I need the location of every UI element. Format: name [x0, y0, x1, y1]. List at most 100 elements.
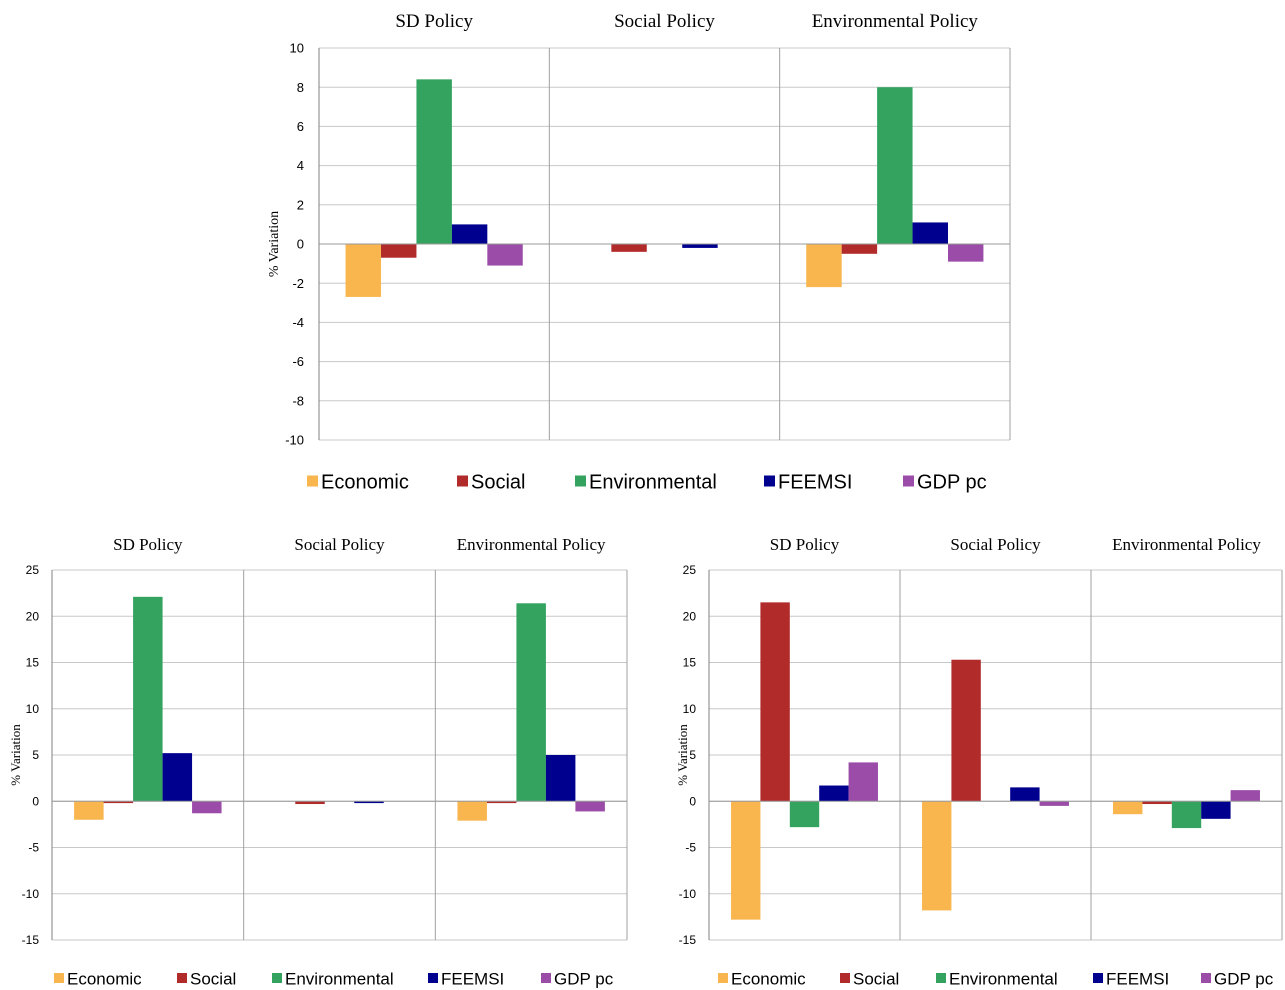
legend-swatch-social	[840, 973, 850, 983]
bar-environmental-sd-policy	[133, 596, 163, 802]
legend-label-gdp-pc: GDP pc	[917, 472, 987, 494]
y-tick-label: -10	[679, 887, 697, 901]
legend-swatch-feemsi	[428, 973, 438, 983]
y-tick-label: 10	[683, 702, 697, 716]
y-tick-label: -4	[292, 315, 304, 330]
y-axis-title: % Variation	[675, 724, 690, 786]
panel-title-environmental-policy: Environmental Policy	[1112, 535, 1261, 554]
y-tick-label: 15	[26, 656, 40, 670]
legend-swatch-feemsi	[1093, 973, 1103, 983]
y-tick-label: 5	[689, 748, 696, 762]
bar-feemsi-social-policy	[682, 244, 718, 248]
y-axis-title: % Variation	[267, 211, 282, 277]
y-tick-label: -15	[679, 933, 697, 947]
bar-social-social-policy	[611, 244, 647, 252]
legend-label-economic: Economic	[321, 472, 409, 494]
bar-feemsi-sd-policy	[162, 753, 193, 802]
y-tick-label: -10	[285, 433, 304, 448]
bar-social-sd-policy	[381, 244, 417, 258]
bar-environmental-sd-policy	[789, 801, 820, 828]
legend-swatch-gdp-pc	[541, 973, 551, 983]
y-tick-label: 4	[297, 158, 304, 173]
bottom-left-chart: SD Policy Social Policy Environmental Poli…	[0, 525, 640, 990]
legend-label-economic: Economic	[67, 970, 142, 989]
bar-economic-sd-policy	[731, 801, 761, 920]
y-tick-label: 20	[26, 609, 40, 623]
bar-social-environmental-policy	[841, 244, 878, 254]
panel-title-social-policy: Social Policy	[294, 535, 385, 554]
panel-title-sd-policy: SD Policy	[770, 535, 840, 554]
y-axis-title: % Variation	[8, 724, 23, 786]
y-tick-label: 10	[290, 41, 304, 56]
y-tick-label: 15	[683, 656, 697, 670]
bar-feemsi-environmental-policy	[912, 222, 948, 244]
legend-swatch-economic	[54, 973, 64, 983]
legend-swatch-environmental	[272, 973, 282, 983]
legend-label-environmental: Environmental	[589, 472, 717, 494]
bar-gdp-pc-environmental-policy	[947, 244, 984, 262]
bar-gdp-pc-sd-policy	[848, 762, 878, 802]
bar-social-sd-policy	[760, 602, 790, 802]
legend-swatch-environmental	[936, 973, 946, 983]
y-tick-label: 8	[297, 80, 304, 95]
bar-feemsi-environmental-policy	[545, 755, 576, 802]
panel-title-social-policy: Social Policy	[950, 535, 1041, 554]
legend-label-feemsi: FEEMSI	[1106, 970, 1169, 989]
legend-label-gdp-pc: GDP pc	[554, 970, 614, 989]
bottom-right-chart: SD Policy Social Policy Environmental Poli…	[640, 525, 1285, 990]
legend-swatch-gdp-pc	[1201, 973, 1211, 983]
y-tick-label: 5	[32, 748, 39, 762]
bar-environmental-environmental-policy	[516, 603, 546, 802]
y-tick-label: 10	[26, 702, 40, 716]
bar-economic-environmental-policy	[1113, 801, 1143, 815]
bar-economic-environmental-policy	[806, 244, 842, 288]
legend-swatch-social	[457, 475, 468, 487]
legend-swatch-feemsi	[764, 475, 775, 487]
top-chart: SD Policy Social Policy Environmental Poli…	[267, 11, 1011, 494]
legend-swatch-economic	[307, 475, 318, 487]
y-tick-label: -15	[22, 933, 40, 947]
bar-social-sd-policy	[103, 801, 134, 804]
y-tick-label: -5	[685, 841, 696, 855]
bar-economic-sd-policy	[345, 244, 382, 297]
legend-swatch-environmental	[575, 475, 586, 487]
y-tick-label: 25	[26, 563, 40, 577]
legend-label-gdp-pc: GDP pc	[1214, 970, 1274, 989]
bottom-right-chart-svg: SD Policy Social Policy Environmental Poli…	[675, 535, 1283, 989]
y-tick-label: 0	[32, 794, 39, 808]
bar-feemsi-sd-policy	[819, 785, 849, 802]
top-chart-svg: SD Policy Social Policy Environmental Poli…	[267, 11, 1011, 494]
y-tick-label: 6	[297, 119, 304, 134]
panel-title-sd-policy: SD Policy	[113, 535, 183, 554]
bar-environmental-environmental-policy	[877, 87, 913, 244]
panel-title-sd-policy: SD Policy	[395, 11, 473, 32]
bar-economic-social-policy	[922, 801, 952, 911]
y-tick-label: 0	[297, 237, 304, 252]
y-tick-label: -5	[28, 841, 39, 855]
bar-social-environmental-policy	[486, 801, 517, 804]
y-tick-label: 0	[689, 794, 696, 808]
bar-economic-sd-policy	[74, 801, 104, 820]
bar-social-social-policy	[951, 659, 981, 802]
legend-swatch-social	[177, 973, 187, 983]
legend-label-feemsi: FEEMSI	[441, 970, 504, 989]
legend-label-environmental: Environmental	[285, 970, 394, 989]
panel-title-social-policy: Social Policy	[614, 11, 715, 32]
bar-economic-environmental-policy	[457, 801, 487, 821]
bar-feemsi-social-policy	[1010, 787, 1040, 802]
y-tick-label: -6	[292, 354, 304, 369]
y-tick-label: -10	[22, 887, 40, 901]
bar-gdp-pc-social-policy	[1039, 801, 1069, 806]
bar-feemsi-environmental-policy	[1201, 801, 1231, 819]
panel-title-environmental-policy: Environmental Policy	[457, 535, 606, 554]
y-tick-label: 20	[683, 609, 697, 623]
bar-environmental-environmental-policy	[1171, 801, 1202, 829]
bar-social-environmental-policy	[1142, 801, 1172, 805]
panel-title-environmental-policy: Environmental Policy	[812, 11, 979, 32]
bar-gdp-pc-sd-policy	[192, 801, 222, 814]
y-tick-label: 25	[683, 563, 697, 577]
bar-gdp-pc-sd-policy	[487, 244, 523, 266]
legend-label-social: Social	[190, 970, 236, 989]
legend-label-economic: Economic	[731, 970, 806, 989]
legend-swatch-economic	[718, 973, 728, 983]
